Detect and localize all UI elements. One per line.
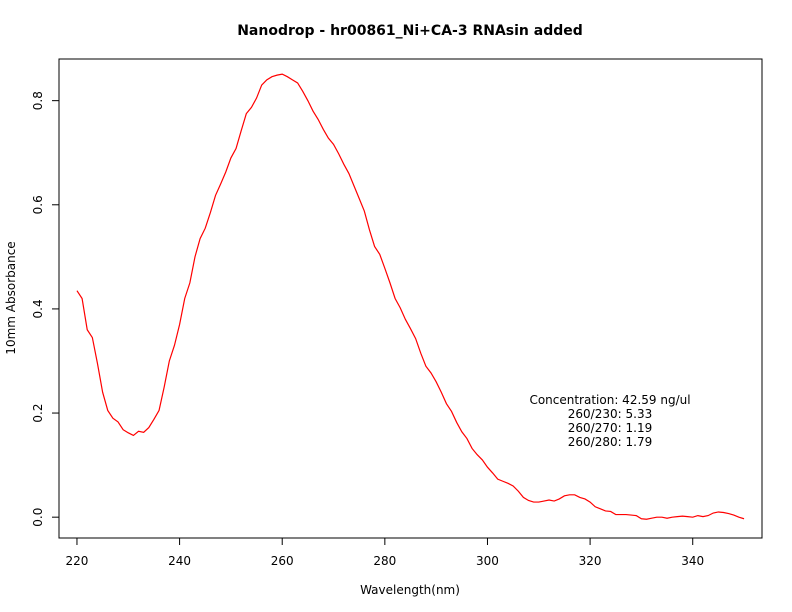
annotation-ratio-260-270: 260/270: 1.19 [568, 421, 652, 435]
y-tick-label: 0.2 [31, 403, 45, 422]
annotation-ratio-260-230: 260/230: 5.33 [568, 407, 652, 421]
y-tick-label: 0.6 [31, 195, 45, 214]
annotation-block: Concentration: 42.59 ng/ul 260/230: 5.33… [529, 393, 690, 449]
x-axis-label: Wavelength(nm) [360, 583, 460, 597]
annotation-ratio-260-280: 260/280: 1.79 [568, 435, 652, 449]
y-axis-label: 10mm Absorbance [4, 241, 18, 354]
x-axis: 220 240 260 280 300 320 340 [66, 537, 704, 568]
y-axis: 0.0 0.2 0.4 0.6 0.8 [31, 91, 60, 527]
x-tick-label: 260 [271, 554, 294, 568]
chart-title: Nanodrop - hr00861_Ni+CA-3 RNAsin added [237, 23, 583, 39]
plot-area-frame [58, 58, 763, 539]
y-tick-label: 0.4 [31, 299, 45, 318]
x-tick-label: 280 [373, 554, 396, 568]
annotation-concentration: Concentration: 42.59 ng/ul [529, 393, 690, 407]
x-tick-label: 240 [168, 554, 191, 568]
y-tick-label: 0.0 [31, 508, 45, 527]
x-tick-label: 340 [681, 554, 704, 568]
absorbance-series-line [76, 73, 745, 520]
x-tick-label: 320 [579, 554, 602, 568]
y-tick-label: 0.8 [31, 91, 45, 110]
x-tick-label: 220 [66, 554, 89, 568]
x-tick-label: 300 [476, 554, 499, 568]
